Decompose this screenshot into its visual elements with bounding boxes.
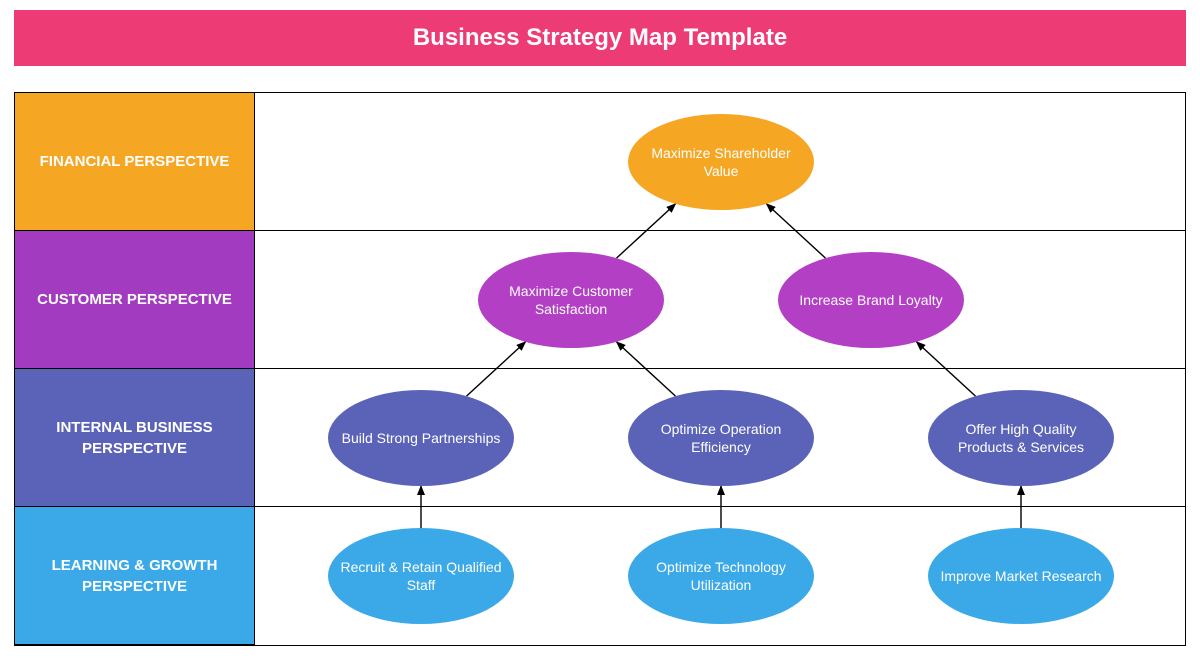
row-content-internal xyxy=(255,369,1185,507)
page-title: Business Strategy Map Template xyxy=(413,24,787,52)
row-content-financial xyxy=(255,93,1185,231)
row-label-customer: CUSTOMER PERSPECTIVE xyxy=(15,231,255,369)
page-title-bar: Business Strategy Map Template xyxy=(14,10,1186,66)
strategy-map-grid: FINANCIAL PERSPECTIVECUSTOMER PERSPECTIV… xyxy=(14,92,1186,646)
row-label-financial: FINANCIAL PERSPECTIVE xyxy=(15,93,255,231)
row-content-learning xyxy=(255,507,1185,645)
row-content-customer xyxy=(255,231,1185,369)
row-label-internal: INTERNAL BUSINESS PERSPECTIVE xyxy=(15,369,255,507)
row-label-learning: LEARNING & GROWTH PERSPECTIVE xyxy=(15,507,255,645)
